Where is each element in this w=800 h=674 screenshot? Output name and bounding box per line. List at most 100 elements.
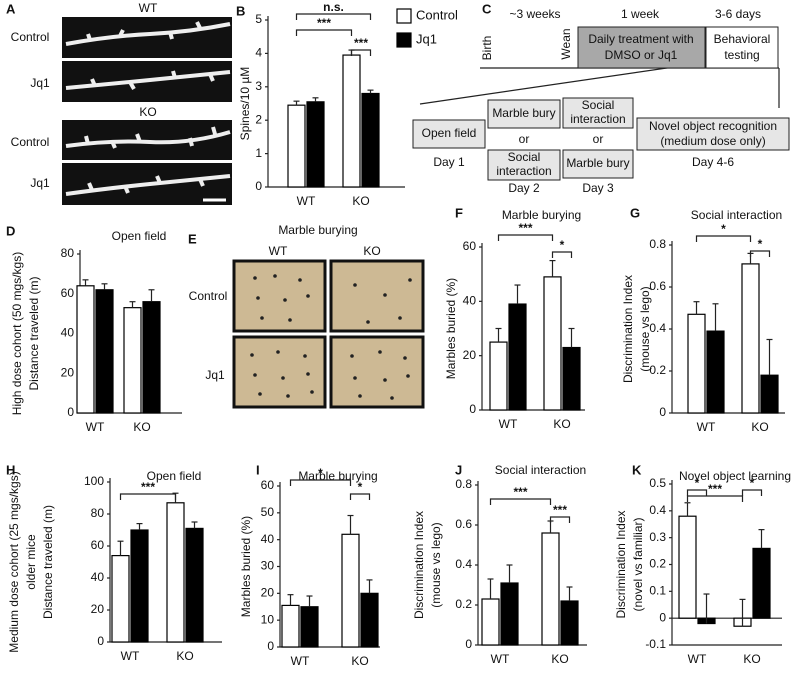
significance-label: * xyxy=(358,480,363,494)
dendrite xyxy=(65,21,231,46)
significance-label: * xyxy=(758,237,763,251)
significance-label: *** xyxy=(317,16,331,30)
column-label: WT xyxy=(269,244,288,258)
group-title: KO xyxy=(139,105,156,119)
y-tick-label: 0.6 xyxy=(649,279,666,293)
y-tick-label: 0.5 xyxy=(649,476,666,490)
y-tick-label: 20 xyxy=(261,586,275,600)
test-box xyxy=(412,119,486,149)
bar xyxy=(543,276,562,411)
panel-letter: F xyxy=(455,205,463,220)
bar xyxy=(76,285,95,414)
y-axis-label: Marbles buried (%) xyxy=(444,278,458,379)
y-tick-label: 0.2 xyxy=(649,363,666,377)
chart-title: Social interaction xyxy=(495,463,586,477)
y-tick-label: 0 xyxy=(255,179,262,193)
x-tick-label: KO xyxy=(133,420,150,434)
bar xyxy=(508,303,527,411)
test-box xyxy=(636,117,790,151)
y-tick-label: 0.3 xyxy=(649,530,666,544)
significance-label: n.s. xyxy=(323,0,344,14)
box-text: Novel object recognition xyxy=(649,119,777,133)
y-tick-label: 0 xyxy=(659,610,666,624)
cage-photo xyxy=(329,259,425,333)
dendrite xyxy=(65,70,231,90)
y-tick-label: 20 xyxy=(91,602,105,616)
y-tick-label: 0 xyxy=(97,634,104,648)
dendrite xyxy=(65,126,231,149)
significance-bracket xyxy=(551,251,573,258)
significance-label: *** xyxy=(513,485,527,499)
y-tick-label: 50 xyxy=(261,505,275,519)
day-label: Day 2 xyxy=(508,181,540,195)
y-tick-label: 60 xyxy=(91,538,105,552)
test-box xyxy=(487,149,561,181)
y-axis-label: Distance traveled (m) xyxy=(41,505,55,619)
y-tick-label: 20 xyxy=(463,348,477,362)
day-label: Day 4-6 xyxy=(692,155,734,169)
significance-bracket xyxy=(489,498,552,505)
panel-letter: A xyxy=(6,1,16,16)
bar xyxy=(678,515,697,619)
dendrite xyxy=(65,174,231,196)
box-text: Social xyxy=(508,150,541,164)
x-tick-label: WT xyxy=(499,417,518,431)
significance-bracket xyxy=(295,29,353,36)
timeline-label: Birth xyxy=(480,36,494,61)
chart-title: Marble burying xyxy=(298,469,377,483)
bar xyxy=(130,529,149,643)
row-label: Jq1 xyxy=(205,368,225,382)
bar xyxy=(481,598,500,646)
significance-bracket xyxy=(119,493,177,500)
legend-label: Control xyxy=(416,7,458,22)
legend-swatch xyxy=(396,8,412,24)
timeline-label: Wean xyxy=(559,28,573,59)
row-label: Control xyxy=(11,30,50,44)
significance-label: * xyxy=(750,476,755,490)
bar xyxy=(342,54,361,188)
bar xyxy=(111,554,130,643)
y-tick-label: 60 xyxy=(61,286,75,300)
cage-photo xyxy=(329,335,425,409)
significance-label: *** xyxy=(553,503,567,517)
bar xyxy=(341,533,360,648)
y-tick-label: 0 xyxy=(465,637,472,651)
test-box xyxy=(562,149,634,179)
panel-letter: I xyxy=(256,462,260,477)
y-tick-label: 40 xyxy=(91,570,105,584)
row-label: Jq1 xyxy=(30,176,50,190)
y-tick-label: 60 xyxy=(261,478,275,492)
bar xyxy=(300,606,319,648)
bar xyxy=(760,374,779,414)
significance-label: *** xyxy=(518,221,532,235)
y-axis-label: Discrimination Index xyxy=(614,510,628,618)
y-tick-label: 100 xyxy=(84,474,104,488)
chart-title: Open field xyxy=(147,469,202,483)
significance-label: * xyxy=(560,238,565,252)
box-text: interaction xyxy=(496,164,551,178)
x-tick-label: WT xyxy=(291,654,310,668)
y-axis-label: Spines/10 µM xyxy=(238,67,252,141)
significance-bracket xyxy=(686,495,744,502)
panel-letter: G xyxy=(630,205,640,220)
bar xyxy=(306,101,325,188)
y-tick-label: 1 xyxy=(255,146,262,160)
box-text: Behavioral xyxy=(714,32,771,46)
panel-title: Marble burying xyxy=(278,223,357,237)
y-axis-label: Discrimination Index xyxy=(621,275,635,383)
bar xyxy=(166,502,185,643)
bar xyxy=(142,301,161,414)
x-tick-label: KO xyxy=(551,652,568,666)
panel-a: A WT KO Control Jq1 Control Jq1 xyxy=(6,1,232,205)
y-axis-label: High dose cohort (50 mgs/kgs) xyxy=(10,252,24,415)
bar xyxy=(500,582,519,646)
significance-bracket xyxy=(349,493,371,500)
x-tick-label: WT xyxy=(297,194,316,208)
chart-title: Open field xyxy=(112,229,167,243)
y-axis-label: Marbles buried (%) xyxy=(239,516,253,617)
y-tick-label: 0.2 xyxy=(455,597,472,611)
test-box xyxy=(487,99,561,129)
y-tick-label: 40 xyxy=(261,532,275,546)
y-tick-label: 30 xyxy=(261,559,275,573)
